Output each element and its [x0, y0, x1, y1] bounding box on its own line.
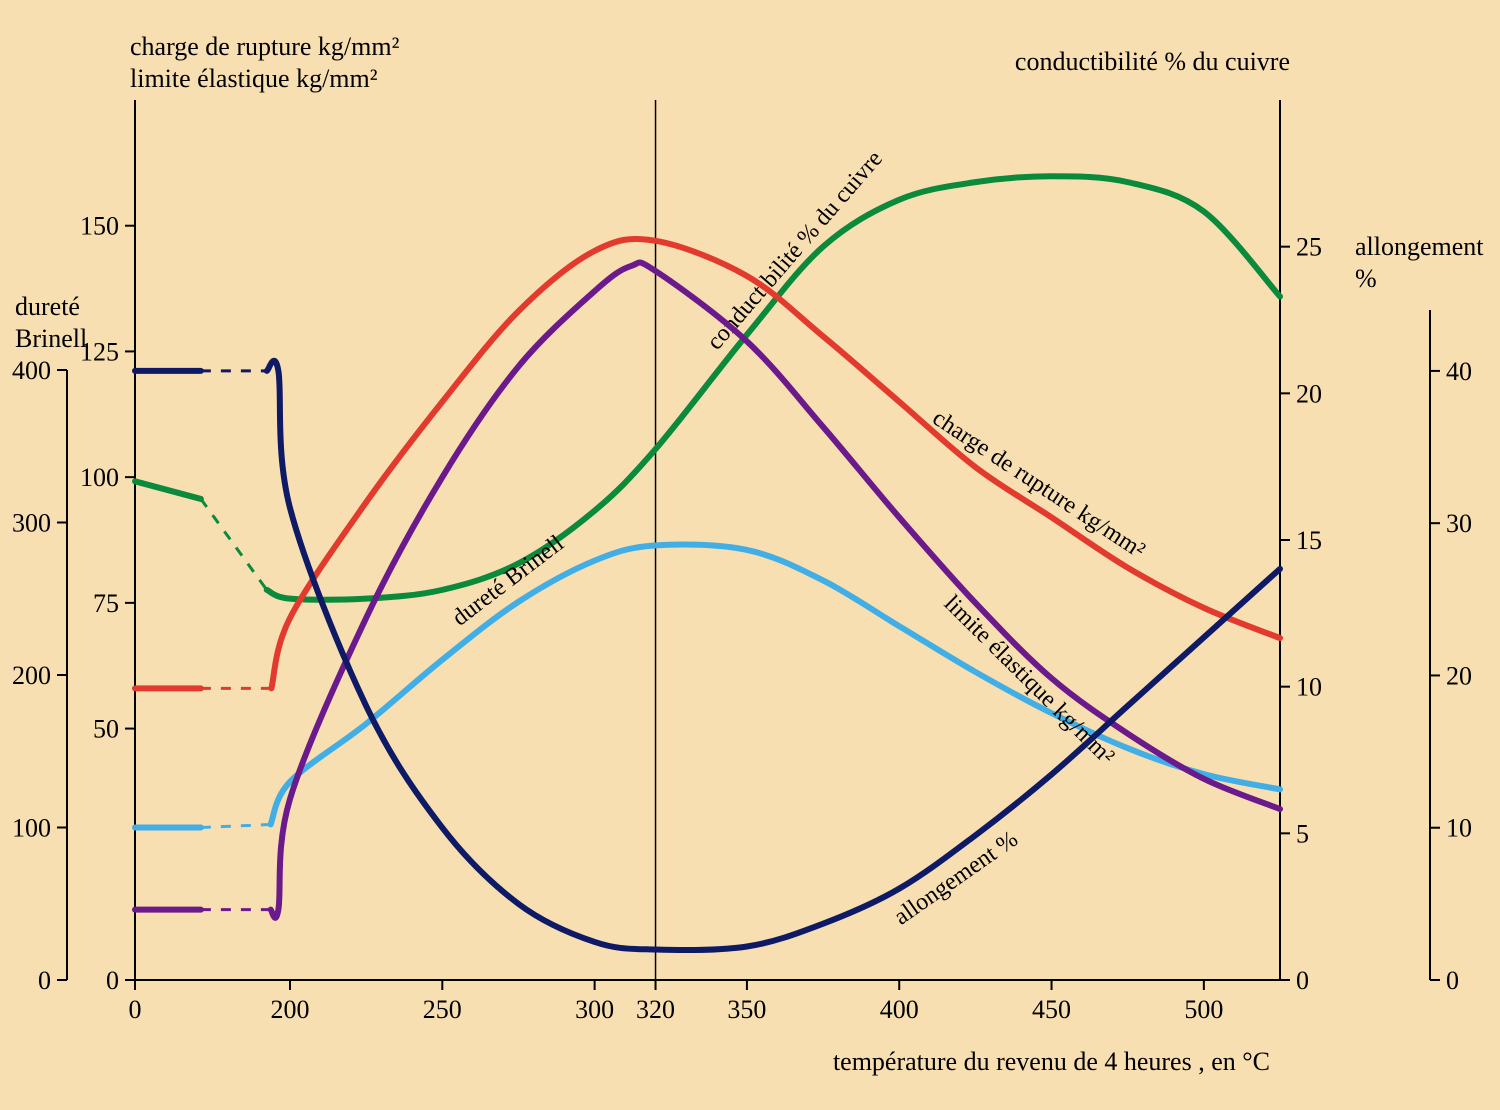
yli-tick-label: 150 [80, 212, 119, 241]
yri-title: conductibilité % du cuivre [1015, 47, 1290, 76]
yro-tick-label: 40 [1446, 357, 1472, 386]
yli-tick-label: 75 [93, 589, 119, 618]
yri-tick-label: 20 [1296, 379, 1322, 408]
yro-title: % [1355, 264, 1377, 293]
ylo-tick-label: 400 [12, 356, 51, 385]
x-tick-label: 350 [727, 995, 766, 1024]
x-tick-label: 400 [880, 995, 919, 1024]
yli-tick-label: 50 [93, 715, 119, 744]
yro-tick-label: 10 [1446, 814, 1472, 843]
ylo-tick-label: 300 [12, 509, 51, 538]
yro-title: allongement [1355, 232, 1484, 261]
yri-tick-label: 0 [1296, 966, 1309, 995]
yri-tick-label: 25 [1296, 233, 1322, 262]
x-tick-label: 450 [1032, 995, 1071, 1024]
yli-title: charge de rupture kg/mm² [130, 32, 400, 61]
yri-tick-label: 5 [1296, 819, 1309, 848]
multi-axis-line-chart: 0200250300320350400450500050751001251500… [0, 0, 1500, 1110]
ylo-title: dureté [15, 292, 80, 321]
x-tick-label: 0 [129, 995, 142, 1024]
yro-tick-label: 20 [1446, 661, 1472, 690]
ylo-tick-label: 0 [38, 966, 51, 995]
yro-tick-label: 0 [1446, 966, 1459, 995]
ylo-tick-label: 100 [12, 814, 51, 843]
yli-tick-label: 0 [106, 966, 119, 995]
x-title: température du revenu de 4 heures , en °… [833, 1047, 1270, 1076]
yri-tick-label: 10 [1296, 673, 1322, 702]
x-tick-label: 500 [1184, 995, 1223, 1024]
ylo-tick-label: 200 [12, 661, 51, 690]
x-tick-label: 250 [423, 995, 462, 1024]
yli-tick-label: 100 [80, 463, 119, 492]
x-tick-label: 320 [636, 995, 675, 1024]
yro-tick-label: 30 [1446, 509, 1472, 538]
x-tick-label: 300 [575, 995, 614, 1024]
ylo-title: Brinell [15, 324, 87, 353]
yli-title: limite élastique kg/mm² [130, 64, 378, 93]
x-tick-label: 200 [271, 995, 310, 1024]
yri-tick-label: 15 [1296, 526, 1322, 555]
